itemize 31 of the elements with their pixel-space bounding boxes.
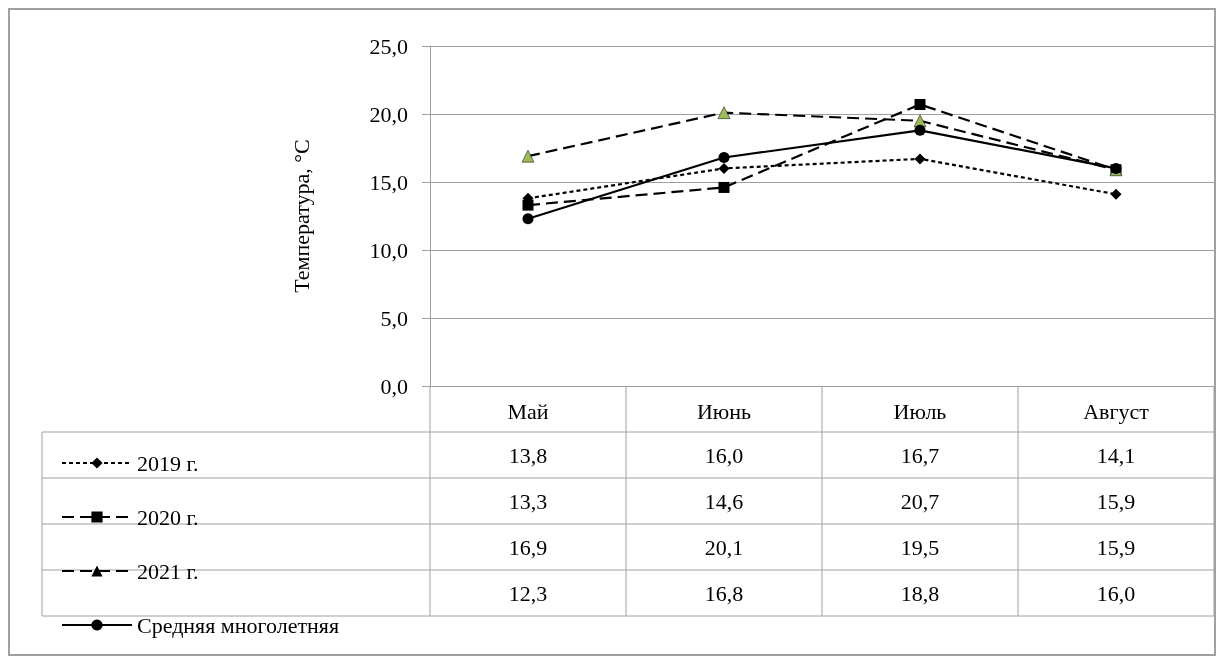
data-label: 19,5 (900, 534, 940, 560)
data-label: 16,0 (1096, 580, 1136, 606)
x-tick-label: Август (1083, 398, 1150, 424)
legend-label: Средняя многолетняя (137, 612, 340, 638)
data-label: 16,9 (508, 534, 548, 560)
data-label: 13,8 (508, 442, 548, 468)
data-label: 16,7 (900, 442, 940, 468)
data-label: 14,1 (1096, 442, 1136, 468)
data-label: 13,3 (508, 488, 548, 514)
y-tick-label: 0,0 (380, 373, 408, 399)
y-tick-label: 25,0 (369, 33, 408, 59)
data-label: 18,8 (900, 580, 940, 606)
data-label: 15,9 (1096, 488, 1136, 514)
data-label: 20,1 (704, 534, 744, 560)
x-tick-label: Май (507, 398, 549, 424)
data-label: 16,8 (704, 580, 744, 606)
data-label: 15,9 (1096, 534, 1136, 560)
y-tick-label: 10,0 (369, 237, 408, 263)
legend-label: 2021 г. (137, 558, 199, 584)
data-label: 14,6 (704, 488, 744, 514)
data-label: 16,0 (704, 442, 744, 468)
legend-label: 2020 г. (137, 504, 199, 530)
y-tick-label: 5,0 (380, 305, 408, 331)
x-tick-label: Июль (893, 398, 947, 424)
y-tick-label: 15,0 (369, 169, 408, 195)
data-label: 12,3 (508, 580, 548, 606)
data-label: 20,7 (900, 488, 940, 514)
legend-label: 2019 г. (137, 450, 199, 476)
y-tick-label: 20,0 (369, 101, 408, 127)
y-axis-title: Температура, °С (288, 139, 314, 293)
x-tick-label: Июнь (696, 398, 752, 424)
